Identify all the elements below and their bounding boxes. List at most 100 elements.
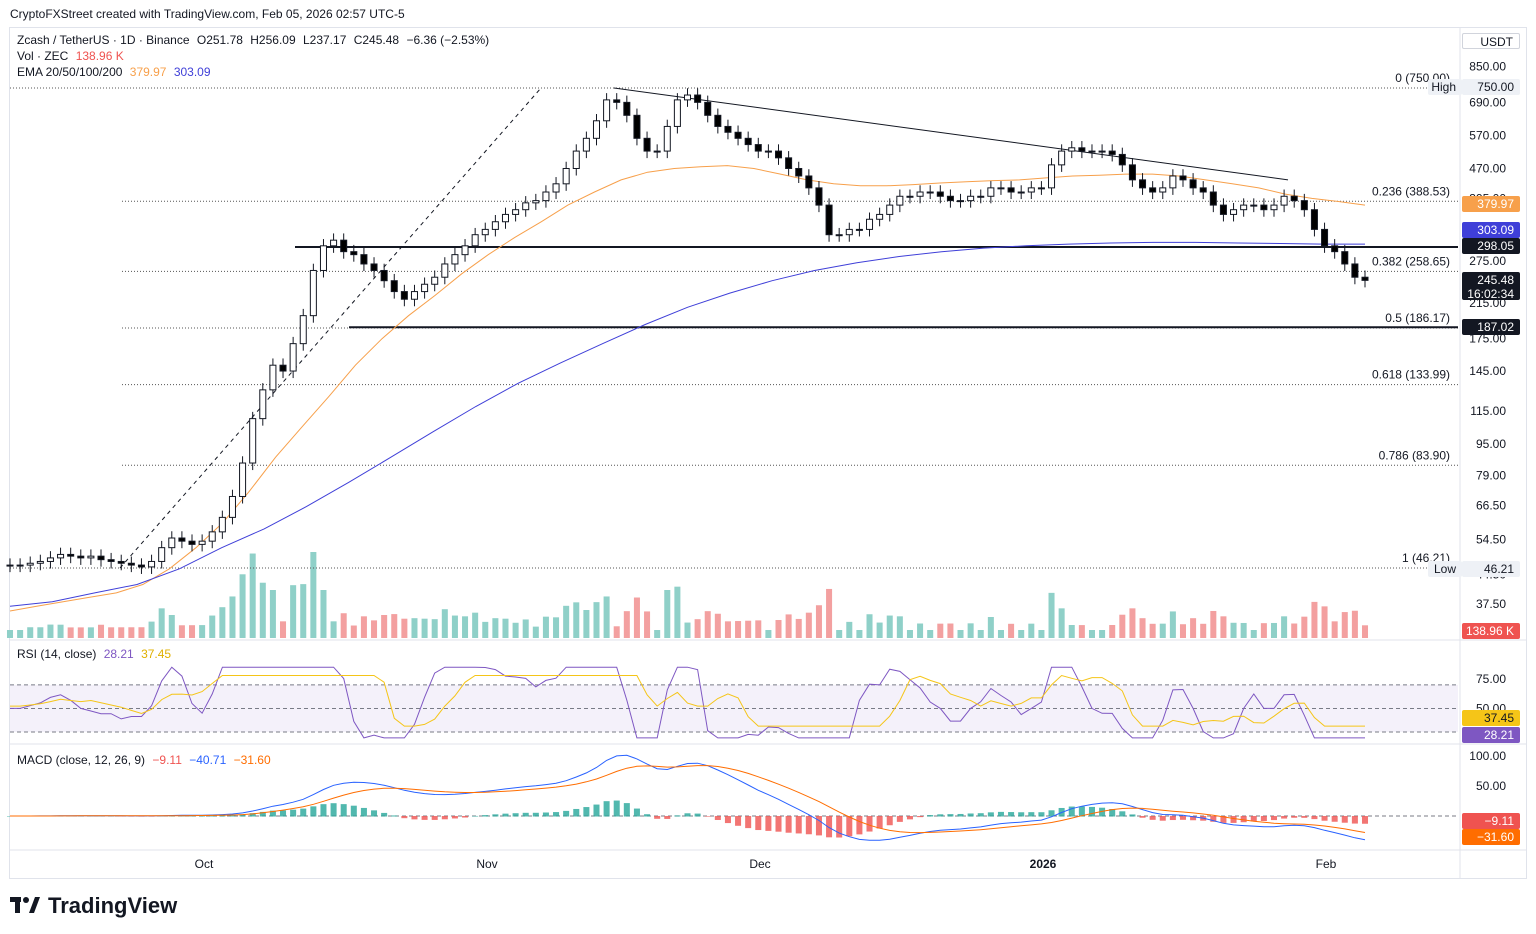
- fib-anchor-line: [119, 87, 542, 569]
- macd-histogram-bar: [1291, 816, 1298, 818]
- macd-histogram-bar: [1301, 816, 1308, 818]
- volume-bar: [1311, 601, 1318, 638]
- volume-bar: [310, 552, 317, 638]
- macd-legend[interactable]: MACD (close, 12, 26, 9) −9.11 −40.71 −31…: [17, 753, 275, 767]
- tradingview-logo[interactable]: TradingView: [10, 893, 177, 919]
- macd-histogram-bar: [330, 803, 337, 817]
- candle-body: [421, 283, 429, 293]
- candle-body: [542, 191, 550, 202]
- ema-legend[interactable]: EMA 20/50/100/200 379.97 303.09: [17, 65, 215, 79]
- volume-bar: [553, 617, 560, 638]
- candle-body: [198, 540, 206, 545]
- volume-bar: [441, 609, 448, 638]
- volume-bar: [745, 620, 752, 638]
- volume-bar: [583, 610, 590, 638]
- macd-histogram-bar: [1341, 816, 1348, 823]
- volume-bar: [684, 622, 691, 638]
- time-axis-label: Nov: [476, 857, 497, 871]
- volume-bar: [1038, 630, 1045, 638]
- candle-body: [1240, 204, 1248, 211]
- price-tick-label: 175.00: [1469, 332, 1506, 346]
- volume-bar: [714, 613, 721, 638]
- macd-line: [10, 754, 1366, 841]
- macd-histogram-bar: [482, 815, 489, 817]
- volume-bar: [1200, 623, 1207, 638]
- price-tick-label: 275.00: [1469, 254, 1506, 268]
- low-value-badge: 46.21: [1462, 561, 1520, 577]
- macd-histogram-bar: [1169, 816, 1176, 821]
- macd-histogram-bar: [219, 815, 226, 817]
- candle-body: [562, 167, 570, 185]
- volume-bar: [1210, 610, 1217, 638]
- macd-histogram-bar: [1220, 816, 1227, 823]
- macd-histogram-bar: [320, 804, 327, 817]
- macd-histogram-bar: [886, 816, 893, 826]
- macd-signal-line: [10, 765, 1366, 834]
- macd-histogram-bar: [745, 816, 752, 829]
- volume-bar: [795, 618, 802, 638]
- candle-body: [1128, 164, 1136, 181]
- volume-bar: [1301, 616, 1308, 638]
- price-tick-label: 95.00: [1476, 437, 1506, 451]
- candle-body: [239, 462, 247, 497]
- macd-histogram-bar: [229, 815, 236, 817]
- candle-body: [299, 315, 307, 345]
- volume-bar: [1159, 623, 1166, 638]
- candle-body: [886, 204, 894, 215]
- symbol-legend[interactable]: Zcash / TetherUS · 1D · Binance O251.78 …: [17, 33, 493, 47]
- currency-badge[interactable]: USDT: [1462, 33, 1520, 49]
- volume-bar: [836, 630, 843, 638]
- macd-histogram-bar: [805, 816, 812, 835]
- rsi-ma-badge: 37.45: [1462, 710, 1520, 726]
- macd-histogram-bar: [310, 806, 317, 817]
- macd-histogram-bar: [1281, 816, 1288, 819]
- volume-bar: [512, 622, 519, 638]
- ema100-value: 303.09: [173, 65, 211, 79]
- macd-histogram-bar: [876, 816, 883, 829]
- candle-body: [987, 187, 995, 197]
- volume-bar: [644, 611, 651, 638]
- volume-bar: [330, 621, 337, 638]
- macd-histogram-bar: [1321, 816, 1328, 821]
- volume-bar: [1260, 623, 1267, 638]
- macd-histogram-bar: [1331, 816, 1338, 822]
- macd-histogram-bar: [1068, 806, 1075, 817]
- macd-histogram-bar: [583, 807, 590, 817]
- macd-histogram-bar: [431, 816, 438, 820]
- candle-body: [1310, 209, 1318, 230]
- last-price-value: 245.48: [1477, 273, 1514, 287]
- macd-histogram-bar: [704, 816, 711, 817]
- candle-body: [1017, 191, 1025, 194]
- volume-bar: [846, 621, 853, 638]
- macd-histogram-bar: [1210, 816, 1217, 822]
- candle-body: [168, 537, 176, 549]
- candle-body: [1179, 175, 1187, 181]
- volume-bar: [178, 625, 185, 638]
- volume-bar: [967, 623, 974, 638]
- candle-body: [1149, 187, 1157, 193]
- volume-bar: [472, 612, 479, 638]
- macd-histogram-bar: [1088, 806, 1095, 817]
- macd-histogram-bar: [249, 813, 256, 817]
- candle-body: [410, 291, 418, 300]
- candle-body: [724, 125, 732, 133]
- rsi-legend[interactable]: RSI (14, close) 28.21 37.45: [17, 647, 175, 661]
- macd-histogram-bar: [1250, 816, 1257, 822]
- macd-histogram-bar: [896, 816, 903, 822]
- volume-bar: [391, 614, 398, 638]
- fib-level-label: 0.618 (133.99): [1372, 368, 1450, 382]
- volume-bar: [623, 611, 630, 638]
- candle-body: [1108, 150, 1116, 155]
- candle-body: [1048, 164, 1056, 189]
- candle-body: [582, 137, 590, 152]
- candle-body: [1290, 195, 1298, 202]
- volume-bar: [269, 590, 276, 638]
- creator-line: CryptoFXStreet created with TradingView.…: [10, 7, 405, 21]
- candle-body: [330, 239, 338, 247]
- chart-frame[interactable]: [9, 27, 1527, 879]
- macd-histogram-bar: [532, 812, 539, 817]
- rsi-line: [10, 666, 1365, 739]
- change-value: −6.36 (−2.53%): [406, 33, 490, 47]
- volume-legend[interactable]: Vol · ZEC 138.96 K: [17, 49, 128, 63]
